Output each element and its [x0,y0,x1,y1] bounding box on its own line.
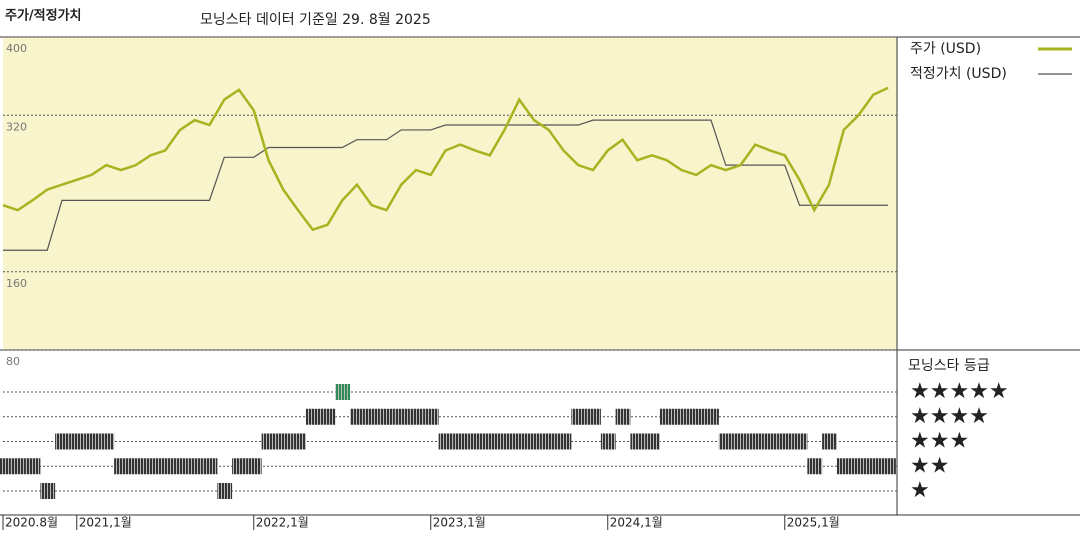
rating-bar [777,433,793,450]
rating-bar [571,408,587,425]
rating-bar [128,458,144,475]
chart-title: 주가/적정가치 [5,8,82,24]
rating-bar [10,458,26,475]
rating-bar [350,408,365,425]
rating-bar [556,433,572,450]
rating-bar [615,408,631,425]
x-tick-label: 2022,1월 [256,516,309,530]
rating-bar [645,433,660,450]
rating-bar [659,408,675,425]
rating-bar [143,458,159,475]
rating-bar [99,433,115,450]
rating-bar [792,433,808,450]
rating-bar [423,408,439,425]
rating-bar [40,483,56,499]
rating-bar [158,458,174,475]
rating-bar [379,408,395,425]
x-tick-label: 2020.8월 [5,516,58,530]
rating-bar [541,433,557,450]
rating-bar [763,433,778,450]
rating-bar [320,408,336,425]
rating-bar [84,433,100,450]
rating-bar [394,408,410,425]
rating-bar [276,433,292,450]
chart-subtitle: 모닝스타 데이터 기준일 29. 8월 2025 [200,12,431,28]
rating-bar [527,433,542,450]
rating-bar [689,408,705,425]
rating-bar [866,458,882,475]
legend-label: 주가 (USD) [910,41,981,57]
x-tick-label: 2021,1월 [79,516,132,530]
x-tick-label: 2023,1월 [433,516,486,530]
rating-bar [497,433,513,450]
rating-bar [55,433,70,450]
rating-bar [512,433,528,450]
rating-bar [0,458,11,475]
rating-bar [822,433,837,450]
rating-bar [291,433,306,450]
rating-bar [69,433,85,450]
rating-bar [438,433,454,450]
rating-bar [409,408,424,425]
rating-level-label: ★★★ [910,429,969,454]
rating-bar [807,458,823,475]
rating-bar [187,458,203,475]
rating-level-label: ★★★★★ [910,379,1009,404]
rating-bar [261,433,277,450]
rating-bar [246,458,262,475]
rating-bar [305,408,321,425]
series-line [2,86,889,232]
rating-title: 모닝스타 등급 [908,358,990,374]
rating-bar [718,433,734,450]
rating-level-label: ★★★★ [910,404,989,429]
rating-bar [25,458,41,475]
rating-bar [881,458,896,475]
rating-level-label: ★★ [910,453,949,478]
rating-bar [586,408,601,425]
rating-bar [232,458,247,475]
rating-bar [748,433,764,450]
rating-bar [364,408,380,425]
x-tick-label: 2025,1월 [787,516,840,530]
rating-bar [202,458,218,475]
rating-bar [114,458,129,475]
legend-label: 적정가치 (USD) [910,66,1007,82]
y-tick-label: 80 [6,355,20,368]
rating-bar [453,433,469,450]
y-tick-label: 400 [6,42,27,55]
rating-bar [217,483,233,499]
rating-bar [704,408,719,425]
rating-bar [173,458,188,475]
rating-bar [836,458,852,475]
rating-bar [600,433,616,450]
x-tick-label: 2024,1월 [610,516,663,530]
y-tick-label: 320 [6,120,27,133]
y-tick-label: 160 [6,277,27,290]
rating-bar [482,433,498,450]
rating-bar [733,433,749,450]
rating-bar [335,384,351,400]
rating-bar [851,458,867,475]
rating-bar [468,433,483,450]
plot-background [3,37,897,350]
rating-bar [630,433,646,450]
rating-level-label: ★ [910,478,930,503]
rating-bar [674,408,690,425]
